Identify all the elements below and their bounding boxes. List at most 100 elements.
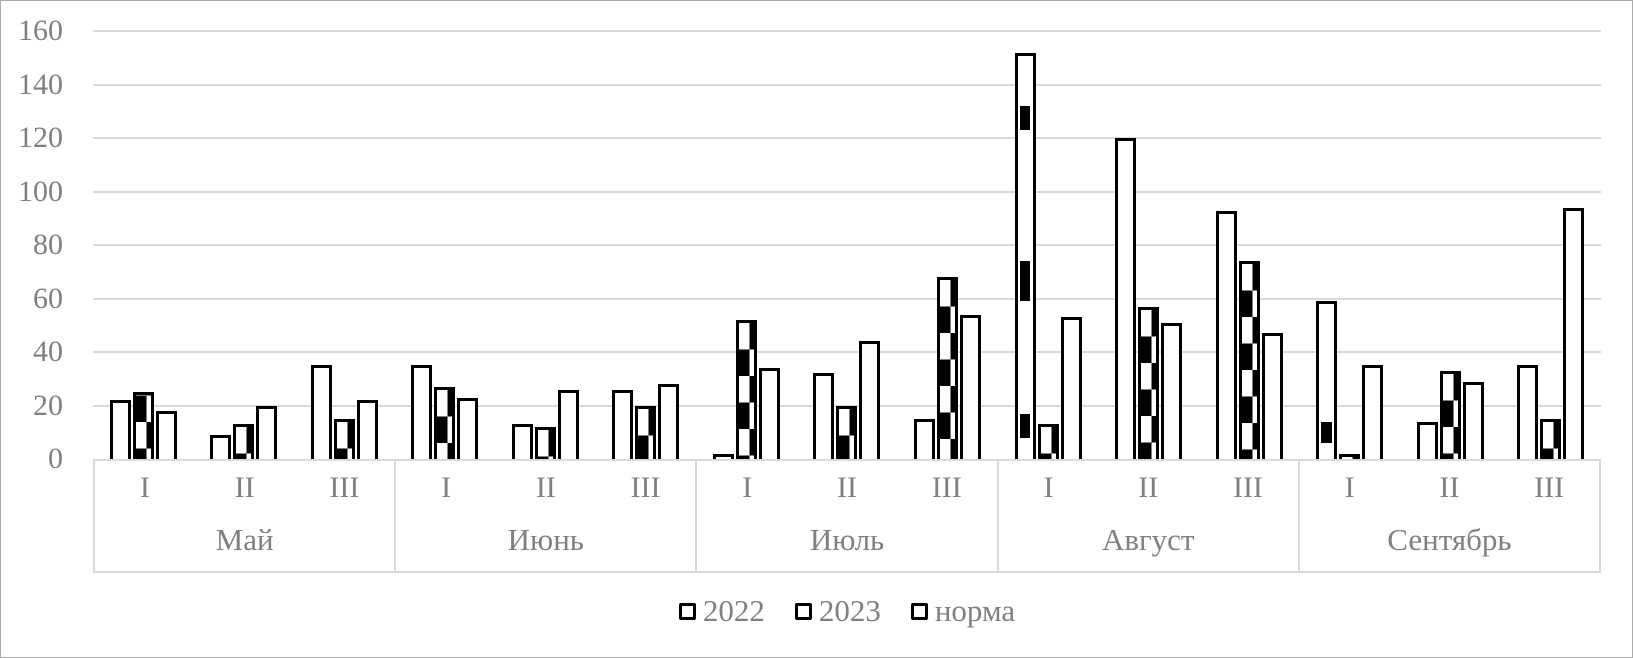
bar-норма-Июль-II bbox=[859, 341, 881, 459]
legend-item-норма: норма bbox=[910, 593, 1016, 629]
month-column-Август bbox=[998, 1, 1300, 459]
bar-2023-Июль-II bbox=[836, 406, 858, 459]
bar-2023-Июнь-I bbox=[434, 387, 456, 459]
decade-cell-Июль-II bbox=[797, 1, 898, 459]
y-tick-label-20: 20 bbox=[33, 388, 63, 422]
gridline-160 bbox=[93, 30, 1601, 33]
decade-cell-Август-II bbox=[1098, 1, 1199, 459]
decade-label-Май-III: III bbox=[329, 471, 360, 504]
decade-cell-Май-II bbox=[194, 1, 295, 459]
legend-item-2022: 2022 bbox=[678, 593, 765, 629]
decade-cell-Август-III bbox=[1199, 1, 1300, 459]
gridline-80 bbox=[93, 244, 1601, 247]
decade-label-Август-I: I bbox=[1043, 471, 1054, 504]
decade-label-Июль-III: III bbox=[931, 471, 962, 504]
x-axis-month-Сентябрь: I II III Сентябрь bbox=[1300, 461, 1599, 571]
gridline-140 bbox=[93, 83, 1601, 86]
decade-label-Июль-I: I bbox=[742, 471, 753, 504]
bar-2022-Июль-III bbox=[914, 419, 936, 459]
bar-2022-Июнь-II bbox=[511, 424, 533, 459]
decade-label-Сентябрь-I: I bbox=[1344, 471, 1355, 504]
y-tick-label-60: 60 bbox=[33, 281, 63, 315]
decade-labels-row: I II III bbox=[697, 461, 996, 515]
month-label-Июнь: Июнь bbox=[507, 522, 584, 557]
decade-cell-Май-III bbox=[294, 1, 395, 459]
y-tick-label-80: 80 bbox=[33, 228, 63, 262]
legend-item-2023: 2023 bbox=[794, 593, 881, 629]
y-tick-label-0: 0 bbox=[48, 442, 63, 475]
decade-labels-row: I II III bbox=[1300, 461, 1599, 515]
legend-label: норма bbox=[934, 593, 1016, 628]
decade-label-Сентябрь-II: II bbox=[1439, 471, 1460, 504]
bar-2023-Июнь-III bbox=[635, 406, 657, 459]
x-axis-label-box: I II III Май I II III Июнь I II III Июль I II III Авгус… bbox=[93, 459, 1601, 573]
bar-2023-Май-III bbox=[333, 419, 355, 459]
month-column-Июль bbox=[696, 1, 998, 459]
x-axis-month-Июль: I II III Июль bbox=[697, 461, 999, 571]
decade-cell-Май-I bbox=[93, 1, 194, 459]
decade-cell-Июнь-II bbox=[495, 1, 596, 459]
legend-swatch-icon bbox=[794, 602, 812, 620]
decade-cell-Июнь-III bbox=[596, 1, 697, 459]
legend-swatch-icon bbox=[678, 602, 696, 620]
bar-2023-Август-II bbox=[1138, 307, 1160, 459]
decade-label-Май-I: I bbox=[139, 471, 150, 504]
bar-2022-Июнь-III bbox=[612, 390, 634, 459]
bar-2022-Сентябрь-II bbox=[1416, 422, 1438, 459]
legend: 2022 2023 норма bbox=[93, 591, 1601, 631]
bar-норма-Май-I bbox=[155, 411, 177, 459]
decade-cell-Июль-I bbox=[696, 1, 797, 459]
gridline-100 bbox=[93, 190, 1601, 193]
legend-label: 2022 bbox=[702, 593, 765, 628]
checker-overlay-mark bbox=[1019, 106, 1030, 130]
bar-2022-Май-II bbox=[210, 435, 232, 459]
decade-labels-row: I II III bbox=[999, 461, 1298, 515]
decade-cell-Сентябрь-III bbox=[1500, 1, 1601, 459]
y-tick-label-140: 140 bbox=[18, 67, 63, 101]
decade-label-Сентябрь-III: III bbox=[1534, 471, 1565, 504]
bar-2022-Май-I bbox=[109, 400, 131, 459]
decade-label-Май-II: II bbox=[234, 471, 255, 504]
bar-норма-Июль-I bbox=[758, 368, 780, 459]
y-tick-label-40: 40 bbox=[33, 335, 63, 369]
bar-норма-Июнь-II bbox=[557, 390, 579, 459]
gridline-60 bbox=[93, 297, 1601, 300]
legend-label: 2023 bbox=[818, 593, 881, 628]
month-column-Июнь bbox=[395, 1, 697, 459]
bar-2022-Июль-II bbox=[813, 373, 835, 459]
decade-label-Июль-II: II bbox=[837, 471, 857, 504]
bar-2023-Август-III bbox=[1238, 261, 1260, 459]
checker-overlay-mark bbox=[1019, 261, 1030, 301]
gridline-20 bbox=[93, 404, 1601, 407]
decade-label-Июнь-III: III bbox=[630, 471, 661, 504]
bar-2023-Сентябрь-III bbox=[1540, 419, 1562, 459]
bar-2023-Май-I bbox=[132, 392, 154, 459]
bar-2022-Август-I bbox=[1014, 53, 1036, 459]
x-axis-month-Август: I II III Август bbox=[999, 461, 1300, 571]
bar-2022-Август-III bbox=[1215, 211, 1237, 459]
bar-2022-Июль-I bbox=[712, 454, 734, 459]
bar-норма-Август-II bbox=[1161, 323, 1183, 459]
checker-overlay-mark bbox=[1321, 422, 1332, 443]
bar-2022-Май-III bbox=[310, 365, 332, 459]
gridline-40 bbox=[93, 351, 1601, 354]
bar-2022-Август-II bbox=[1115, 138, 1137, 459]
decade-labels-row: I II III bbox=[396, 461, 695, 515]
bar-2023-Август-I bbox=[1037, 424, 1059, 459]
month-label-Сентябрь: Сентябрь bbox=[1387, 522, 1512, 557]
bar-норма-Сентябрь-I bbox=[1362, 365, 1384, 459]
decade-label-Июнь-I: I bbox=[441, 471, 452, 504]
bar-2022-Июнь-I bbox=[411, 365, 433, 459]
bars-area bbox=[93, 1, 1601, 459]
decade-label-Август-III: III bbox=[1232, 471, 1263, 504]
legend-swatch-icon bbox=[910, 602, 928, 620]
bar-норма-Май-III bbox=[356, 400, 378, 459]
bar-норма-Сентябрь-III bbox=[1563, 208, 1585, 459]
decade-cell-Сентябрь-I bbox=[1299, 1, 1400, 459]
bar-2023-Май-II bbox=[233, 424, 255, 459]
bar-норма-Сентябрь-II bbox=[1462, 382, 1484, 459]
month-label-Май: Май bbox=[215, 522, 274, 557]
month-column-Сентябрь bbox=[1299, 1, 1601, 459]
x-axis-month-Июнь: I II III Июнь bbox=[396, 461, 698, 571]
